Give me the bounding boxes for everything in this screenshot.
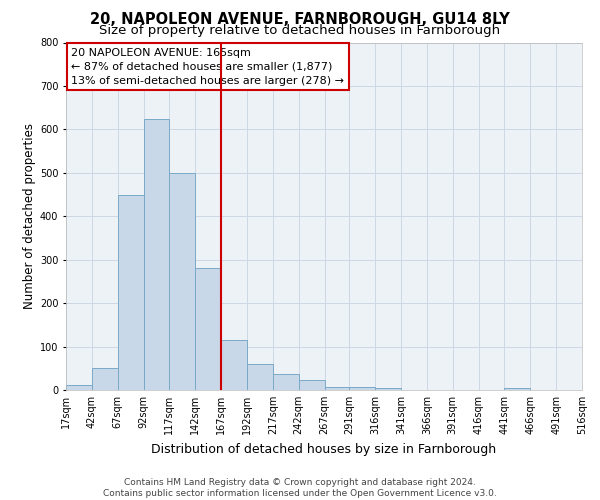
- Bar: [92, 368, 118, 390]
- Bar: [195, 268, 221, 390]
- Bar: [169, 173, 195, 390]
- Bar: [325, 386, 349, 390]
- Y-axis label: Number of detached properties: Number of detached properties: [23, 123, 35, 309]
- Bar: [143, 118, 169, 390]
- Bar: [66, 385, 92, 390]
- Bar: [505, 388, 530, 390]
- Text: 20 NAPOLEON AVENUE: 165sqm
← 87% of detached houses are smaller (1,877)
13% of s: 20 NAPOLEON AVENUE: 165sqm ← 87% of deta…: [71, 48, 344, 86]
- Text: Size of property relative to detached houses in Farnborough: Size of property relative to detached ho…: [100, 24, 500, 37]
- Bar: [247, 364, 273, 390]
- Bar: [273, 374, 299, 390]
- Text: Contains HM Land Registry data © Crown copyright and database right 2024.
Contai: Contains HM Land Registry data © Crown c…: [103, 478, 497, 498]
- Bar: [299, 380, 325, 390]
- Bar: [375, 388, 401, 390]
- Bar: [118, 194, 143, 390]
- Bar: [349, 386, 375, 390]
- X-axis label: Distribution of detached houses by size in Farnborough: Distribution of detached houses by size …: [151, 442, 497, 456]
- Bar: [221, 340, 247, 390]
- Text: 20, NAPOLEON AVENUE, FARNBOROUGH, GU14 8LY: 20, NAPOLEON AVENUE, FARNBOROUGH, GU14 8…: [90, 12, 510, 28]
